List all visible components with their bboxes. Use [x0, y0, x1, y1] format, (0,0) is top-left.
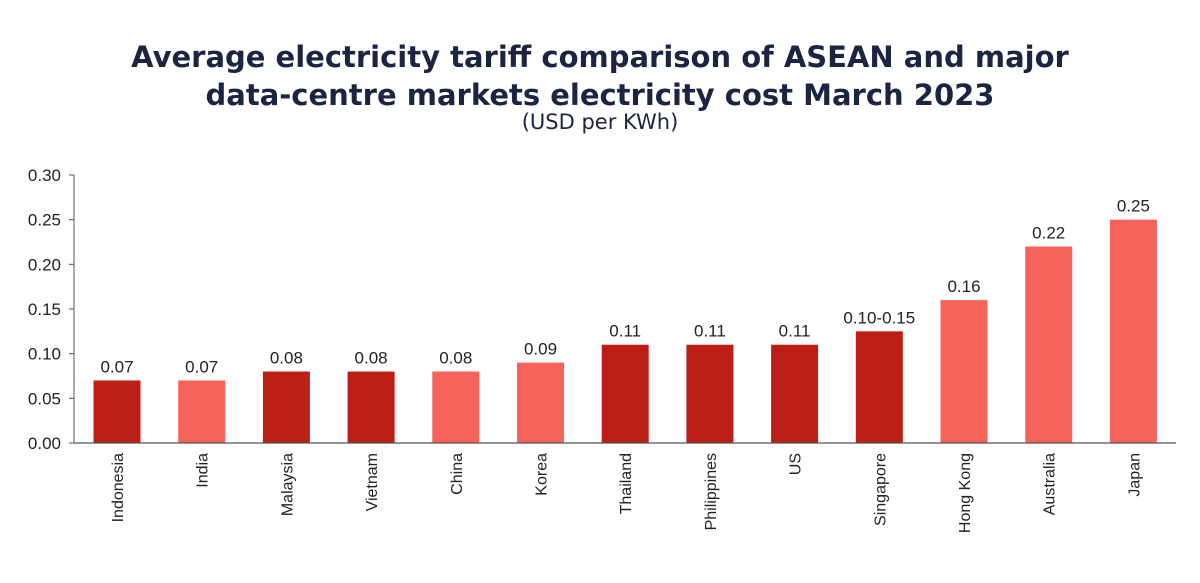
x-tick-label: Hong Kong [957, 453, 974, 533]
bar-hong-kong [940, 300, 988, 443]
x-tick-label: Philippines [703, 453, 720, 530]
bar-singapore [855, 331, 903, 443]
bar-china [432, 371, 480, 443]
x-tick-label: India [195, 453, 212, 488]
y-tick-label: 0.20 [28, 255, 61, 274]
chart-subtitle: (USD per KWh) [521, 110, 679, 134]
bar-japan [1109, 219, 1157, 443]
data-label: 0.22 [1032, 223, 1065, 242]
x-tick-label: Thailand [618, 453, 635, 514]
x-tick-label: Japan [1126, 453, 1143, 497]
data-label: 0.11 [694, 322, 726, 341]
bar-philippines [686, 344, 734, 443]
chart-title: Average electricity tariff comparison of… [0, 38, 1200, 114]
data-label: 0.16 [947, 277, 980, 296]
x-tick-label: Singapore [872, 453, 889, 526]
data-label: 0.08 [439, 349, 472, 368]
x-tick-label: Indonesia [110, 453, 127, 522]
y-tick-label: 0.15 [28, 300, 61, 319]
data-label: 0.08 [270, 349, 303, 368]
y-tick-label: 0.30 [28, 166, 61, 185]
bar-us [771, 344, 819, 443]
data-label: 0.08 [355, 349, 388, 368]
x-tick-label: Vietnam [364, 453, 381, 511]
data-label: 0.11 [609, 322, 641, 341]
y-tick-label: 0.05 [28, 389, 61, 408]
data-label: 0.07 [100, 357, 133, 376]
data-label: 0.07 [185, 357, 218, 376]
x-tick-label: China [449, 453, 466, 495]
bar-korea [517, 362, 564, 443]
data-label: 0.25 [1117, 197, 1150, 216]
bar-vietnam [347, 371, 395, 443]
bar-india [178, 380, 226, 443]
data-label: 0.10-0.15 [843, 308, 915, 327]
x-tick-label: US [788, 453, 805, 475]
y-tick-label: 0.10 [28, 345, 61, 364]
y-tick-label: 0.25 [28, 211, 61, 230]
bar-australia [1025, 246, 1073, 443]
x-tick-label: Malaysia [279, 453, 296, 516]
bar-indonesia [93, 380, 141, 443]
data-label: 0.11 [779, 322, 811, 341]
title-line-2: data-centre markets electricity cost Mar… [205, 78, 995, 112]
bar-thailand [601, 344, 649, 443]
x-tick-label: Australia [1042, 453, 1059, 515]
bar-malaysia [262, 371, 310, 443]
title-line-1: Average electricity tariff comparison of… [131, 40, 1069, 74]
y-tick-label: 0.00 [28, 434, 61, 453]
x-tick-label: Korea [534, 453, 551, 496]
data-label: 0.09 [524, 340, 557, 359]
